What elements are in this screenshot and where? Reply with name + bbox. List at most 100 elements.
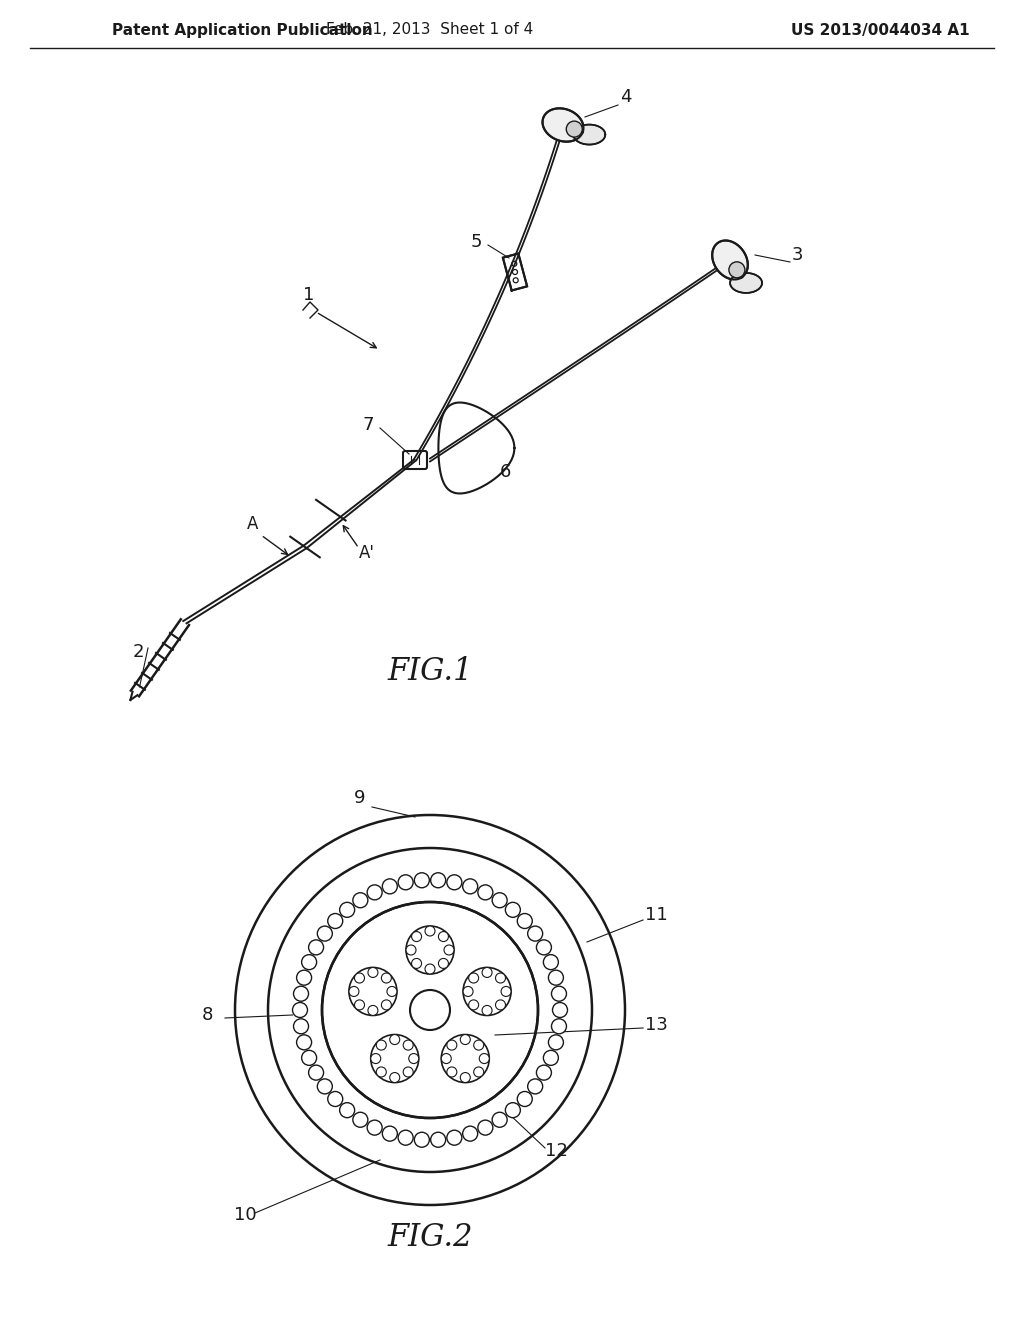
Circle shape xyxy=(406,945,416,954)
Text: Feb. 21, 2013  Sheet 1 of 4: Feb. 21, 2013 Sheet 1 of 4 xyxy=(327,22,534,37)
Circle shape xyxy=(552,1019,566,1034)
Circle shape xyxy=(403,1040,413,1051)
Text: 4: 4 xyxy=(620,88,632,106)
Circle shape xyxy=(537,940,551,954)
Circle shape xyxy=(349,986,359,997)
Circle shape xyxy=(441,1035,489,1082)
Circle shape xyxy=(493,892,507,908)
Circle shape xyxy=(493,1113,507,1127)
Circle shape xyxy=(446,1040,457,1051)
Circle shape xyxy=(328,913,343,928)
Text: 3: 3 xyxy=(792,246,804,264)
Circle shape xyxy=(566,121,583,137)
Circle shape xyxy=(371,1053,381,1064)
Text: 13: 13 xyxy=(645,1016,668,1034)
Circle shape xyxy=(517,1092,532,1106)
Text: US 2013/0044034 A1: US 2013/0044034 A1 xyxy=(791,22,970,37)
Circle shape xyxy=(729,261,744,277)
Circle shape xyxy=(390,1035,399,1044)
Polygon shape xyxy=(730,273,762,293)
Circle shape xyxy=(368,884,382,900)
Circle shape xyxy=(431,873,445,888)
Circle shape xyxy=(349,968,397,1015)
Circle shape xyxy=(398,875,413,890)
Circle shape xyxy=(482,1006,493,1015)
Circle shape xyxy=(368,1121,382,1135)
Circle shape xyxy=(478,884,493,900)
Circle shape xyxy=(438,958,449,969)
Circle shape xyxy=(463,968,511,1015)
Circle shape xyxy=(549,1035,563,1049)
Circle shape xyxy=(328,1092,343,1106)
Text: 7: 7 xyxy=(362,416,374,434)
Circle shape xyxy=(552,986,566,1001)
Circle shape xyxy=(506,1102,520,1118)
Circle shape xyxy=(444,945,454,954)
Circle shape xyxy=(406,927,454,974)
Circle shape xyxy=(460,1073,470,1082)
Circle shape xyxy=(496,999,506,1010)
Circle shape xyxy=(381,999,391,1010)
Text: 5: 5 xyxy=(470,234,481,251)
Text: Patent Application Publication: Patent Application Publication xyxy=(112,22,373,37)
Circle shape xyxy=(308,1065,324,1080)
Polygon shape xyxy=(573,124,605,145)
Circle shape xyxy=(371,1035,419,1082)
Circle shape xyxy=(431,1133,445,1147)
Circle shape xyxy=(438,932,449,941)
Circle shape xyxy=(302,1051,316,1065)
Text: A: A xyxy=(247,515,258,533)
Text: A': A' xyxy=(358,544,375,562)
Polygon shape xyxy=(713,240,748,280)
Polygon shape xyxy=(503,253,527,290)
Circle shape xyxy=(317,1078,333,1094)
Circle shape xyxy=(446,1067,457,1077)
Circle shape xyxy=(501,986,511,997)
Circle shape xyxy=(322,902,538,1118)
Circle shape xyxy=(446,1130,462,1146)
Circle shape xyxy=(410,990,450,1030)
Circle shape xyxy=(474,1067,483,1077)
Circle shape xyxy=(353,1113,368,1127)
Circle shape xyxy=(382,1126,397,1140)
Text: 11: 11 xyxy=(645,906,668,924)
Circle shape xyxy=(403,1067,413,1077)
Text: 2: 2 xyxy=(132,643,143,661)
Circle shape xyxy=(527,1078,543,1094)
Circle shape xyxy=(382,879,397,894)
Polygon shape xyxy=(543,108,584,141)
Text: FIG.2: FIG.2 xyxy=(387,1222,473,1254)
Circle shape xyxy=(368,968,378,977)
Circle shape xyxy=(294,986,308,1001)
Circle shape xyxy=(354,973,365,983)
Circle shape xyxy=(398,1130,413,1146)
Circle shape xyxy=(537,1065,551,1080)
Circle shape xyxy=(340,903,354,917)
Circle shape xyxy=(376,1067,386,1077)
Circle shape xyxy=(297,970,311,985)
Circle shape xyxy=(446,875,462,890)
Circle shape xyxy=(549,970,563,985)
Text: 1: 1 xyxy=(303,286,314,304)
Circle shape xyxy=(441,1053,452,1064)
Circle shape xyxy=(317,927,333,941)
Circle shape xyxy=(496,973,506,983)
Circle shape xyxy=(479,1053,489,1064)
Circle shape xyxy=(390,1073,399,1082)
FancyBboxPatch shape xyxy=(403,451,427,469)
Circle shape xyxy=(544,954,558,970)
Circle shape xyxy=(474,1040,483,1051)
Circle shape xyxy=(463,1126,477,1140)
Circle shape xyxy=(463,986,473,997)
Circle shape xyxy=(294,1019,308,1034)
Circle shape xyxy=(415,873,429,888)
Text: 12: 12 xyxy=(545,1142,568,1160)
Circle shape xyxy=(469,973,478,983)
Circle shape xyxy=(544,1051,558,1065)
Text: FIG.1: FIG.1 xyxy=(387,656,473,688)
Circle shape xyxy=(478,1121,493,1135)
Circle shape xyxy=(387,986,397,997)
Circle shape xyxy=(340,1102,354,1118)
Circle shape xyxy=(368,1006,378,1015)
Text: 10: 10 xyxy=(233,1206,256,1224)
